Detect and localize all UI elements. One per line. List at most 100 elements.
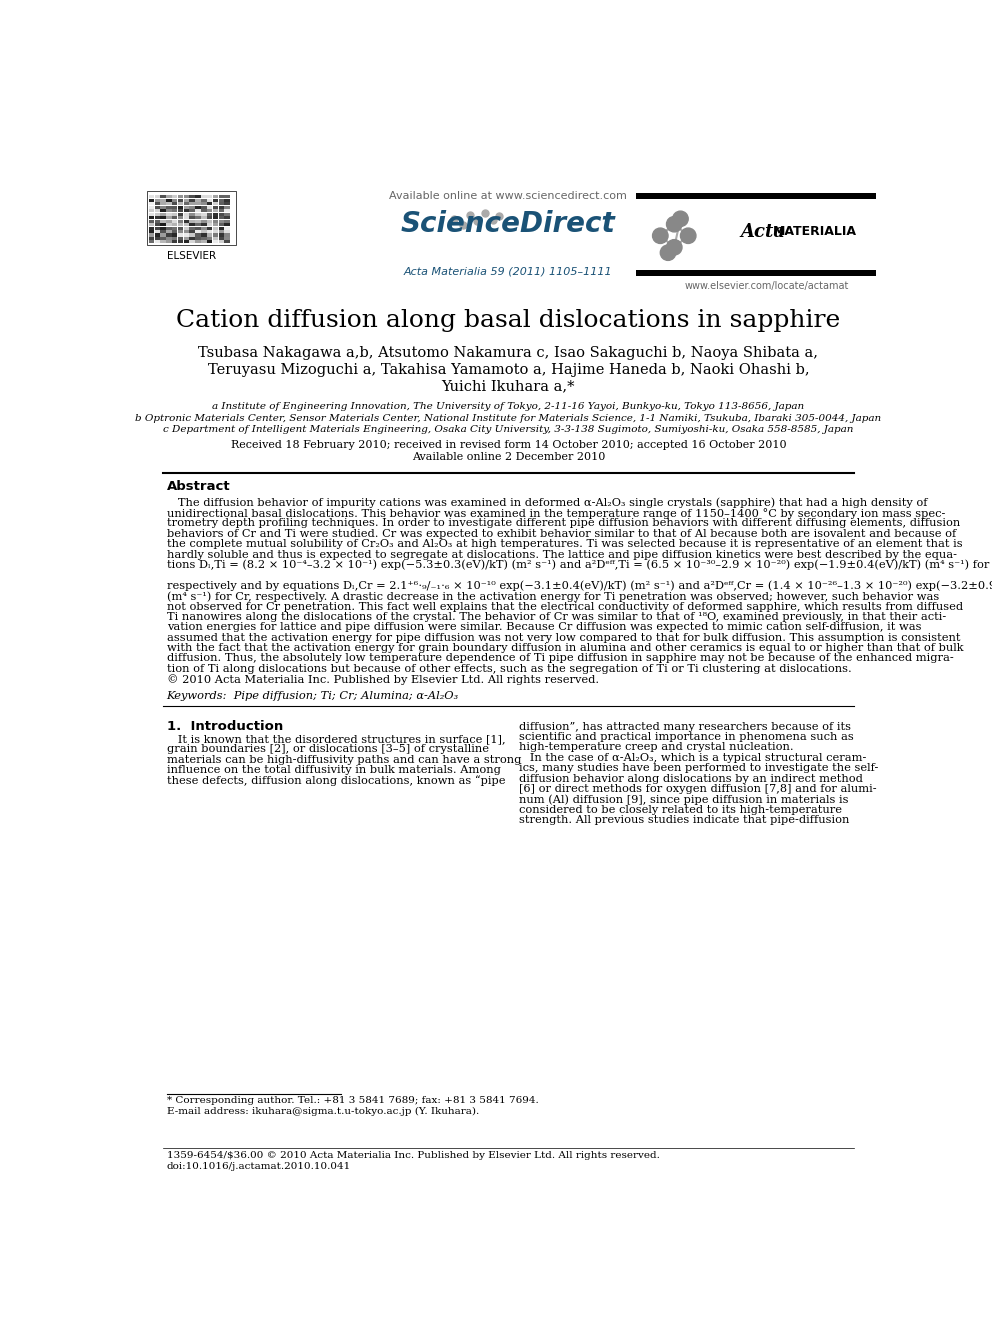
Text: assumed that the activation energy for pipe diffusion was not very low compared : assumed that the activation energy for p… <box>167 632 960 643</box>
Bar <box>195 226 200 230</box>
Text: doi:10.1016/j.actamat.2010.10.041: doi:10.1016/j.actamat.2010.10.041 <box>167 1162 351 1171</box>
Bar <box>155 216 160 220</box>
Bar <box>161 230 166 233</box>
Bar <box>167 206 172 209</box>
Bar <box>189 220 194 222</box>
Bar <box>195 196 200 198</box>
Bar <box>161 213 166 216</box>
Bar <box>172 224 178 226</box>
Bar <box>224 237 230 239</box>
Bar <box>172 216 178 220</box>
Text: not observed for Cr penetration. This fact well explains that the electrical con: not observed for Cr penetration. This fa… <box>167 602 963 611</box>
Bar <box>189 209 194 212</box>
Text: with the fact that the activation energy for grain boundary diffusion in alumina: with the fact that the activation energy… <box>167 643 963 654</box>
Bar <box>207 216 212 220</box>
Bar <box>218 196 224 198</box>
Bar <box>178 198 184 202</box>
Bar <box>167 224 172 226</box>
Bar <box>149 206 154 209</box>
Circle shape <box>653 228 668 243</box>
Bar <box>167 220 172 222</box>
Bar <box>195 202 200 205</box>
Bar <box>224 198 230 202</box>
Bar <box>149 241 154 243</box>
Text: Available online 2 December 2010: Available online 2 December 2010 <box>412 451 605 462</box>
Text: diffusion behavior along dislocations by an indirect method: diffusion behavior along dislocations by… <box>519 774 863 783</box>
Bar <box>161 196 166 198</box>
Bar <box>161 209 166 212</box>
Bar <box>201 220 206 222</box>
Bar <box>178 241 184 243</box>
Bar <box>218 226 224 230</box>
Bar <box>155 226 160 230</box>
Bar <box>172 206 178 209</box>
Text: 1.  Introduction: 1. Introduction <box>167 720 283 733</box>
Bar <box>207 233 212 237</box>
Text: num (Al) diffusion [9], since pipe diffusion in materials is: num (Al) diffusion [9], since pipe diffu… <box>519 794 849 804</box>
Bar <box>195 209 200 212</box>
Bar <box>184 220 189 222</box>
Bar <box>184 206 189 209</box>
Text: Yuichi Ikuhara a,*: Yuichi Ikuhara a,* <box>441 380 575 394</box>
Text: The diffusion behavior of impurity cations was examined in deformed α-Al₂O₃ sing: The diffusion behavior of impurity catio… <box>167 497 928 508</box>
Bar <box>195 206 200 209</box>
Bar <box>207 196 212 198</box>
Bar <box>149 202 154 205</box>
Bar <box>184 213 189 216</box>
Bar <box>224 220 230 222</box>
Text: strength. All previous studies indicate that pipe-diffusion: strength. All previous studies indicate … <box>519 815 849 826</box>
Text: 1359-6454/$36.00 © 2010 Acta Materialia Inc. Published by Elsevier Ltd. All righ: 1359-6454/$36.00 © 2010 Acta Materialia … <box>167 1151 660 1160</box>
Bar <box>224 233 230 237</box>
Text: Teruyasu Mizoguchi a, Takahisa Yamamoto a, Hajime Haneda b, Naoki Ohashi b,: Teruyasu Mizoguchi a, Takahisa Yamamoto … <box>207 363 809 377</box>
Bar <box>189 230 194 233</box>
Bar <box>201 237 206 239</box>
Bar <box>178 220 184 222</box>
Bar <box>224 206 230 209</box>
Text: * Corresponding author. Tel.: +81 3 5841 7689; fax: +81 3 5841 7694.: * Corresponding author. Tel.: +81 3 5841… <box>167 1095 539 1105</box>
Bar <box>184 216 189 220</box>
Bar <box>212 237 218 239</box>
Bar <box>161 226 166 230</box>
Text: respectively and by equations Dₗ,Cr = 2.1⁺⁶⋅₉/₋₁⋅₆ × 10⁻¹⁰ exp(−3.1±0.4(eV)/kT) : respectively and by equations Dₗ,Cr = 2.… <box>167 581 992 591</box>
Text: Acta Materialia 59 (2011) 1105–1111: Acta Materialia 59 (2011) 1105–1111 <box>404 267 613 277</box>
Bar <box>212 196 218 198</box>
Text: Received 18 February 2010; received in revised form 14 October 2010; accepted 16: Received 18 February 2010; received in r… <box>230 441 787 450</box>
Text: E-mail address: ikuhara@sigma.t.u-tokyo.ac.jp (Y. Ikuhara).: E-mail address: ikuhara@sigma.t.u-tokyo.… <box>167 1106 479 1115</box>
Text: tions Dₗ,Ti = (8.2 × 10⁻⁴–3.2 × 10⁻¹) exp(−5.3±0.3(eV)/kT) (m² s⁻¹) and a²Dᵉᶠᶠ,T: tions Dₗ,Ti = (8.2 × 10⁻⁴–3.2 × 10⁻¹) ex… <box>167 560 992 570</box>
Bar <box>149 220 154 222</box>
Text: the complete mutual solubility of Cr₂O₃ and Al₂O₃ at high temperatures. Ti was s: the complete mutual solubility of Cr₂O₃ … <box>167 540 962 549</box>
Bar <box>178 233 184 237</box>
Bar <box>189 233 194 237</box>
Bar <box>212 209 218 212</box>
Bar <box>189 237 194 239</box>
Bar <box>195 230 200 233</box>
Bar <box>212 230 218 233</box>
Bar <box>218 233 224 237</box>
Bar <box>207 224 212 226</box>
Bar <box>189 241 194 243</box>
Bar <box>178 209 184 212</box>
Bar <box>184 224 189 226</box>
Bar <box>207 230 212 233</box>
Bar <box>172 226 178 230</box>
Bar <box>207 213 212 216</box>
Bar <box>155 213 160 216</box>
Bar <box>212 213 218 216</box>
Bar <box>195 241 200 243</box>
Text: grain boundaries [2], or dislocations [3–5] of crystalline: grain boundaries [2], or dislocations [3… <box>167 745 489 754</box>
Bar <box>155 202 160 205</box>
Bar <box>149 224 154 226</box>
Bar <box>172 202 178 205</box>
Circle shape <box>667 217 682 232</box>
Bar <box>201 202 206 205</box>
Bar <box>195 213 200 216</box>
Bar <box>149 216 154 220</box>
Bar <box>178 237 184 239</box>
Bar <box>212 220 218 222</box>
Bar <box>189 224 194 226</box>
Bar <box>149 213 154 216</box>
Bar <box>201 226 206 230</box>
Text: these defects, diffusion along dislocations, known as “pipe: these defects, diffusion along dislocati… <box>167 775 505 786</box>
Bar <box>161 206 166 209</box>
Bar <box>218 241 224 243</box>
